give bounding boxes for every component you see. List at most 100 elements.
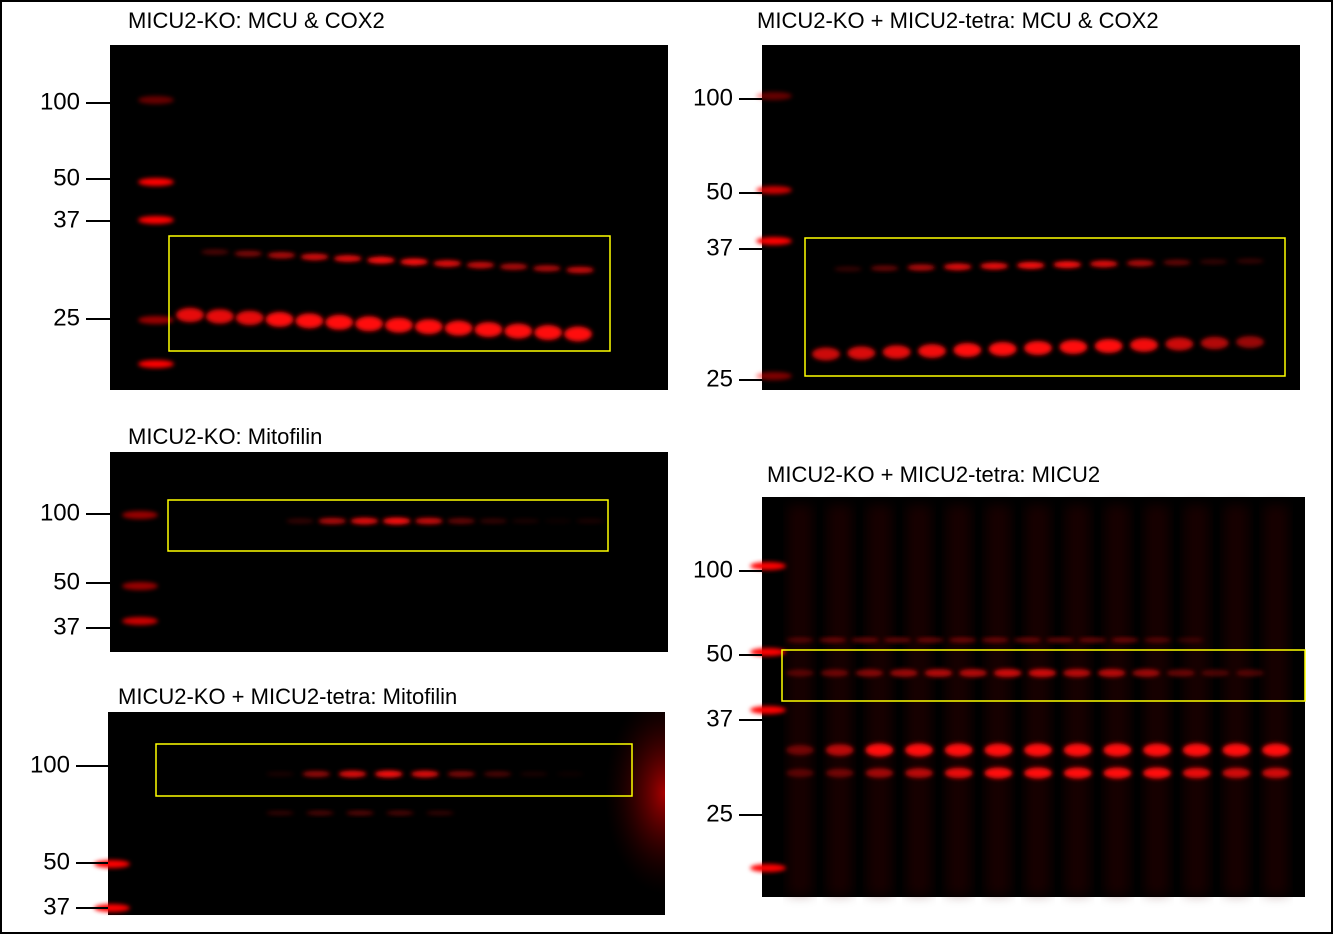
marker-label: 50 bbox=[43, 848, 70, 875]
band bbox=[1024, 767, 1052, 779]
band bbox=[1262, 743, 1290, 757]
panel-title: MICU2-KO + MICU2-tetra: Mitofilin bbox=[118, 684, 457, 709]
ladder-band bbox=[756, 92, 792, 100]
band bbox=[944, 743, 973, 757]
band bbox=[479, 518, 508, 524]
band bbox=[474, 322, 503, 338]
band bbox=[1182, 743, 1211, 757]
blot-glow bbox=[545, 712, 665, 915]
band bbox=[300, 253, 329, 261]
band bbox=[302, 770, 331, 778]
band bbox=[993, 668, 1022, 678]
band bbox=[855, 669, 884, 677]
lane-smear bbox=[788, 505, 812, 895]
lane-smear bbox=[827, 505, 852, 895]
band bbox=[905, 743, 933, 757]
band bbox=[825, 768, 854, 778]
band bbox=[519, 771, 548, 777]
marker-label: 100 bbox=[693, 84, 733, 111]
marker-label: 25 bbox=[706, 800, 733, 827]
band bbox=[1053, 261, 1082, 269]
band bbox=[295, 313, 324, 329]
roi-box bbox=[168, 235, 611, 352]
band bbox=[924, 668, 953, 678]
band bbox=[907, 264, 936, 271]
band bbox=[944, 767, 973, 779]
band bbox=[266, 771, 294, 777]
band bbox=[918, 344, 946, 358]
band bbox=[883, 637, 912, 643]
band bbox=[1013, 637, 1042, 643]
band bbox=[851, 637, 879, 643]
band bbox=[980, 262, 1009, 270]
ladder-band bbox=[750, 562, 786, 570]
band bbox=[466, 261, 495, 269]
band bbox=[1201, 669, 1230, 677]
band bbox=[818, 637, 847, 643]
band bbox=[1126, 260, 1155, 267]
band bbox=[1176, 637, 1204, 643]
band bbox=[414, 319, 443, 335]
band bbox=[447, 518, 476, 524]
band bbox=[1262, 767, 1290, 779]
band bbox=[374, 770, 403, 778]
band bbox=[786, 669, 814, 677]
roi-box bbox=[781, 649, 1306, 702]
band bbox=[306, 810, 334, 816]
marker-label: 37 bbox=[706, 705, 733, 732]
band bbox=[1162, 259, 1191, 266]
lane-smear bbox=[1145, 505, 1169, 895]
band bbox=[984, 743, 1013, 757]
band bbox=[1165, 337, 1194, 351]
band bbox=[382, 517, 411, 525]
band bbox=[265, 311, 294, 327]
band bbox=[786, 744, 814, 756]
band bbox=[825, 744, 854, 756]
band bbox=[1063, 743, 1092, 757]
band bbox=[576, 518, 604, 524]
marker-label: 25 bbox=[53, 304, 80, 331]
ladder-band bbox=[122, 511, 158, 519]
ladder-band bbox=[756, 237, 792, 245]
band bbox=[1089, 260, 1118, 268]
band bbox=[1182, 767, 1211, 779]
marker-label: 50 bbox=[706, 178, 733, 205]
marker-label: 100 bbox=[693, 556, 733, 583]
band bbox=[566, 266, 594, 274]
band bbox=[400, 258, 429, 266]
band bbox=[1166, 669, 1195, 677]
band bbox=[905, 768, 933, 778]
band bbox=[1059, 340, 1088, 354]
marker-label: 37 bbox=[53, 206, 80, 233]
ladder-band bbox=[138, 96, 174, 104]
marker-label: 37 bbox=[43, 893, 70, 920]
band bbox=[786, 637, 814, 643]
band bbox=[1222, 767, 1251, 779]
band bbox=[386, 810, 414, 816]
band bbox=[820, 669, 849, 677]
band bbox=[176, 307, 204, 323]
marker-label: 25 bbox=[706, 365, 733, 392]
band bbox=[1236, 336, 1264, 348]
band bbox=[234, 250, 263, 257]
band bbox=[870, 265, 899, 272]
band bbox=[504, 323, 533, 339]
marker-label: 37 bbox=[706, 234, 733, 261]
ladder-band bbox=[756, 372, 792, 380]
lane-smear bbox=[1105, 505, 1130, 895]
panel-title: MICU2-KO: Mitofilin bbox=[128, 424, 322, 449]
lane-smear bbox=[1264, 505, 1288, 895]
band bbox=[1236, 669, 1264, 677]
ladder-band bbox=[138, 216, 174, 224]
band bbox=[346, 810, 374, 816]
band bbox=[847, 346, 876, 360]
band bbox=[564, 326, 592, 342]
band bbox=[205, 309, 234, 324]
band bbox=[532, 265, 561, 272]
panel-title: MICU2-KO + MICU2-tetra: MCU & COX2 bbox=[757, 8, 1159, 33]
band bbox=[1236, 258, 1264, 264]
band bbox=[433, 260, 462, 267]
lane-smear bbox=[867, 505, 892, 895]
band bbox=[1200, 336, 1229, 350]
band bbox=[201, 249, 229, 255]
